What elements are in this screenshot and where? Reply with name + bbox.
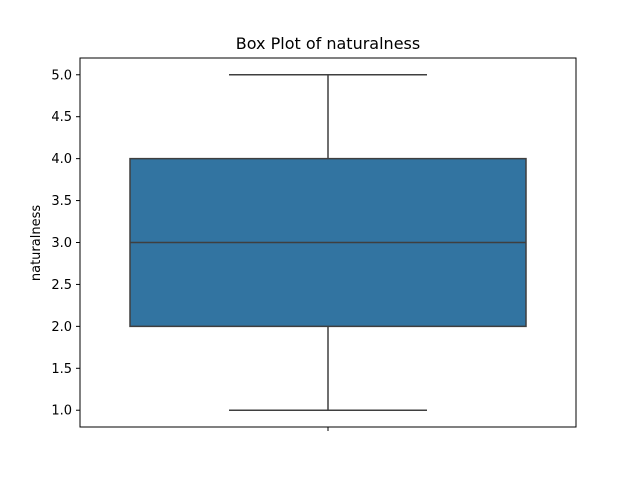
chart-title: Box Plot of naturalness [236, 34, 420, 53]
y-tick-label: 5.0 [51, 68, 72, 83]
y-axis-label: naturalness [29, 205, 44, 281]
y-tick-label: 1.0 [51, 404, 72, 419]
y-tick-label: 4.0 [51, 152, 72, 167]
y-tick-label: 2.5 [51, 278, 72, 293]
y-axis-ticks: 1.0 1.5 2.0 2.5 3.0 3.5 4.0 4.5 5.0 [51, 68, 80, 419]
y-tick-label: 3.5 [51, 194, 72, 209]
y-tick-label: 2.0 [51, 320, 72, 335]
y-tick-label: 4.5 [51, 110, 72, 125]
y-tick-label: 1.5 [51, 362, 72, 377]
y-tick-label: 3.0 [51, 236, 72, 251]
